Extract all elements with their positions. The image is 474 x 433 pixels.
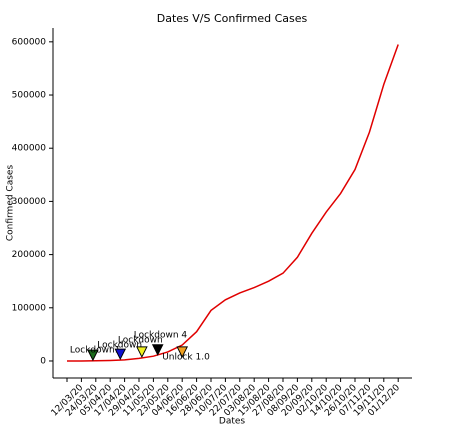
annotation-label: Lockdown [97, 341, 142, 351]
y-tick-label: 300000 [12, 197, 47, 207]
data-line [67, 44, 399, 362]
annotation-marker [136, 346, 148, 359]
annotation-marker [151, 344, 164, 356]
y-tick-label: 500000 [12, 91, 47, 101]
y-axis-label: Confirmed Cases [6, 165, 16, 242]
annotation-label: Lockdown [118, 335, 163, 345]
annotation-marker [176, 346, 189, 359]
y-tick-label: 100000 [12, 303, 47, 313]
y-tick-label: 600000 [12, 37, 47, 47]
annotation-label: Unlock 1.0 [162, 352, 210, 362]
y-tick-label: 400000 [12, 144, 47, 154]
annotation-marker [87, 349, 99, 362]
annotation-label: Lockdown 4 [134, 330, 188, 340]
x-axis-label: Dates [219, 417, 246, 427]
annotation-marker [114, 348, 127, 361]
y-tick-label: 0 [40, 356, 46, 366]
y-tick-label: 200000 [12, 250, 47, 260]
annotation-label: Lockdown1 [70, 346, 121, 356]
chart-title: Dates V/S Confirmed Cases [157, 12, 308, 25]
